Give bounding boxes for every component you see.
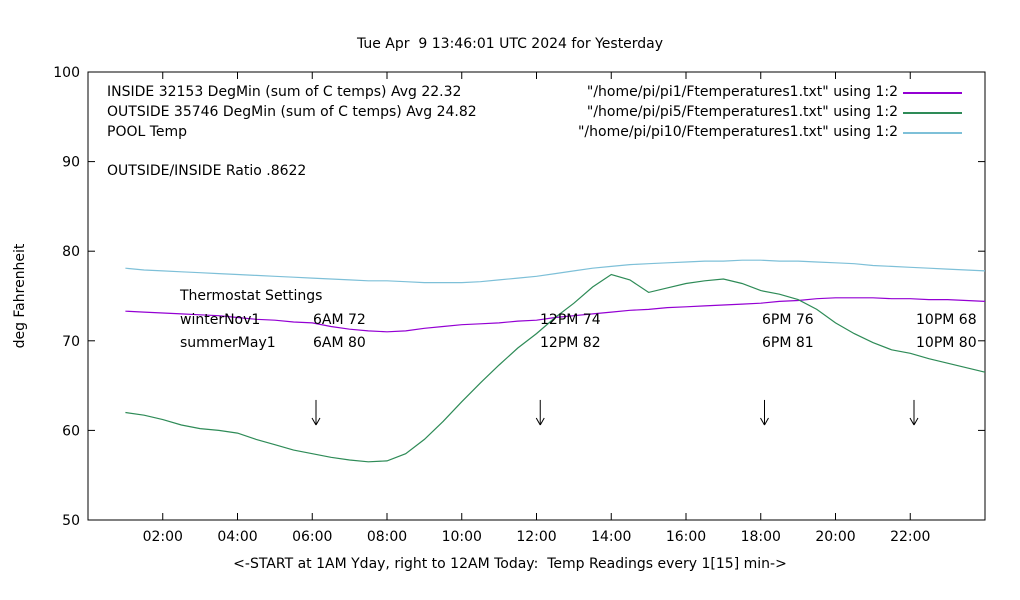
svg-text:50: 50 (62, 513, 80, 529)
svg-text:10:00: 10:00 (442, 529, 482, 545)
thermostat-settings-title: Thermostat Settings (180, 288, 323, 304)
svg-text:06:00: 06:00 (292, 529, 332, 545)
legend-row-pool: POOL Temp "/home/pi/pi10/Ftemperatures1.… (0, 124, 1020, 144)
svg-text:04:00: 04:00 (217, 529, 257, 545)
svg-text:18:00: 18:00 (741, 529, 781, 545)
svg-text:22:00: 22:00 (890, 529, 930, 545)
legend-line-sample-outside (903, 112, 962, 114)
thermostat-summer-name: summerMay1 (180, 335, 276, 351)
svg-text:60: 60 (62, 423, 80, 439)
legend-label-inside: INSIDE 32153 DegMin (sum of C temps) Avg… (107, 84, 462, 100)
svg-text:12:00: 12:00 (516, 529, 556, 545)
legend-file-outside: "/home/pi/pi5/Ftemperatures1.txt" using … (586, 104, 898, 120)
thermostat-winter-6am: 6AM 72 (313, 312, 366, 328)
thermostat-winter-10pm: 10PM 68 (916, 312, 977, 328)
svg-text:80: 80 (62, 244, 80, 260)
y-axis-label: deg Fahrenheit (12, 243, 28, 349)
thermostat-winter-6pm: 6PM 76 (762, 312, 814, 328)
outside-inside-ratio: OUTSIDE/INSIDE Ratio .8622 (107, 163, 307, 179)
thermostat-summer-6pm: 6PM 81 (762, 335, 814, 351)
svg-text:20:00: 20:00 (815, 529, 855, 545)
thermostat-summer-10pm: 10PM 80 (916, 335, 977, 351)
legend-file-pool: "/home/pi/pi10/Ftemperatures1.txt" using… (577, 124, 898, 140)
svg-text:16:00: 16:00 (666, 529, 706, 545)
legend-line-sample-inside (903, 92, 962, 94)
legend-file-inside: "/home/pi/pi1/Ftemperatures1.txt" using … (586, 84, 898, 100)
svg-text:02:00: 02:00 (143, 529, 183, 545)
thermostat-winter-12pm: 12PM 74 (540, 312, 601, 328)
legend-label-pool: POOL Temp (107, 124, 188, 140)
thermostat-summer-12pm: 12PM 82 (540, 335, 601, 351)
thermostat-winter-name: winterNov1 (180, 312, 261, 328)
svg-text:70: 70 (62, 334, 80, 350)
svg-text:08:00: 08:00 (367, 529, 407, 545)
svg-text:14:00: 14:00 (591, 529, 631, 545)
x-axis-label: <-START at 1AM Yday, right to 12AM Today… (233, 556, 787, 572)
legend-line-sample-pool (903, 132, 962, 134)
thermostat-row-winter: winterNov1 6AM 72 12PM 74 6PM 76 10PM 68 (0, 312, 1020, 330)
legend-row-inside: INSIDE 32153 DegMin (sum of C temps) Avg… (0, 84, 1020, 104)
legend-row-outside: OUTSIDE 35746 DegMin (sum of C temps) Av… (0, 104, 1020, 124)
svg-text:90: 90 (62, 155, 80, 171)
thermostat-summer-6am: 6AM 80 (313, 335, 366, 351)
svg-text:100: 100 (53, 65, 80, 81)
legend-label-outside: OUTSIDE 35746 DegMin (sum of C temps) Av… (107, 104, 477, 120)
chart-title: Tue Apr 9 13:46:01 UTC 2024 for Yesterda… (356, 36, 664, 52)
thermostat-row-summer: summerMay1 6AM 80 12PM 82 6PM 81 10PM 80 (0, 335, 1020, 353)
